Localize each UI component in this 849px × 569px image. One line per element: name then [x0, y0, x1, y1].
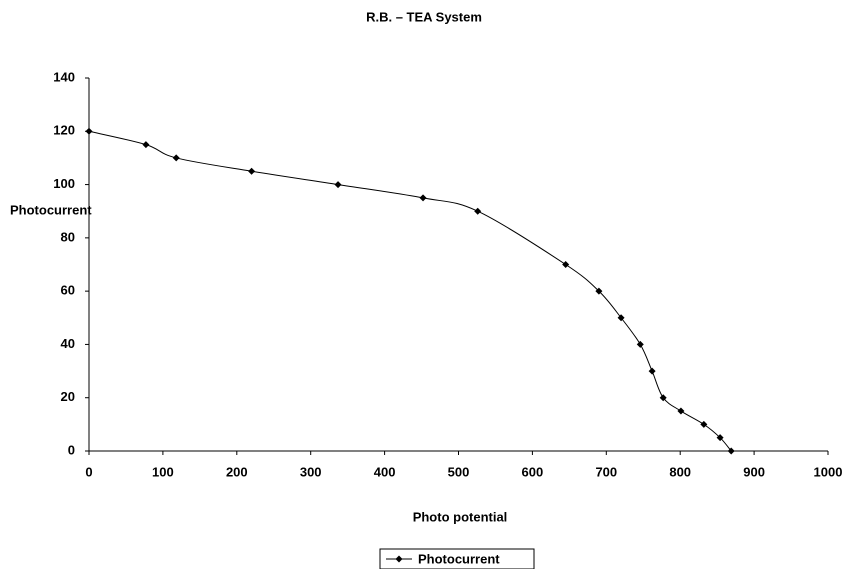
marker	[248, 167, 256, 175]
marker	[562, 261, 570, 268]
x-tick-label: 500	[448, 464, 470, 479]
marker	[334, 181, 342, 189]
marker	[85, 127, 93, 135]
marker	[172, 154, 180, 162]
marker	[700, 420, 708, 428]
marker	[595, 287, 603, 295]
marker	[659, 394, 667, 402]
y-tick-label: 40	[61, 336, 75, 351]
x-tick-label: 100	[152, 464, 174, 479]
legend-box	[379, 548, 535, 569]
x-tick-label: 0	[85, 464, 92, 479]
x-tick-label: 200	[226, 464, 248, 479]
x-tick-label: 600	[522, 464, 544, 479]
legend: Photocurrent	[379, 548, 535, 569]
marker	[419, 194, 427, 202]
y-tick-label: 140	[53, 69, 75, 84]
legend-marker	[395, 555, 403, 563]
marker	[636, 340, 644, 348]
x-tick-label: 900	[743, 464, 765, 479]
marker	[617, 314, 625, 322]
y-tick-label: 120	[53, 123, 75, 138]
x-tick-label: 1000	[814, 464, 843, 479]
x-tick-label: 400	[374, 464, 396, 479]
y-axis-label: Photocurrent	[10, 202, 92, 217]
marker	[716, 434, 724, 442]
y-tick-label: 20	[61, 389, 75, 404]
x-tick-label: 800	[669, 464, 691, 479]
y-tick-label: 0	[68, 442, 75, 457]
y-tick-label: 100	[53, 176, 75, 191]
marker	[648, 367, 656, 375]
marker	[727, 447, 735, 455]
x-tick-label: 700	[595, 464, 617, 479]
x-tick-label: 300	[300, 464, 322, 479]
marker	[142, 141, 150, 149]
series-line	[88, 130, 732, 452]
x-axis-label: Photo potential	[413, 509, 508, 524]
y-tick-label: 80	[61, 229, 75, 244]
y-tick-label: 60	[61, 283, 75, 298]
marker	[474, 207, 482, 215]
chart-title: R.B. – TEA System	[366, 9, 482, 24]
legend-label: Photocurrent	[418, 551, 500, 566]
marker	[677, 407, 685, 415]
